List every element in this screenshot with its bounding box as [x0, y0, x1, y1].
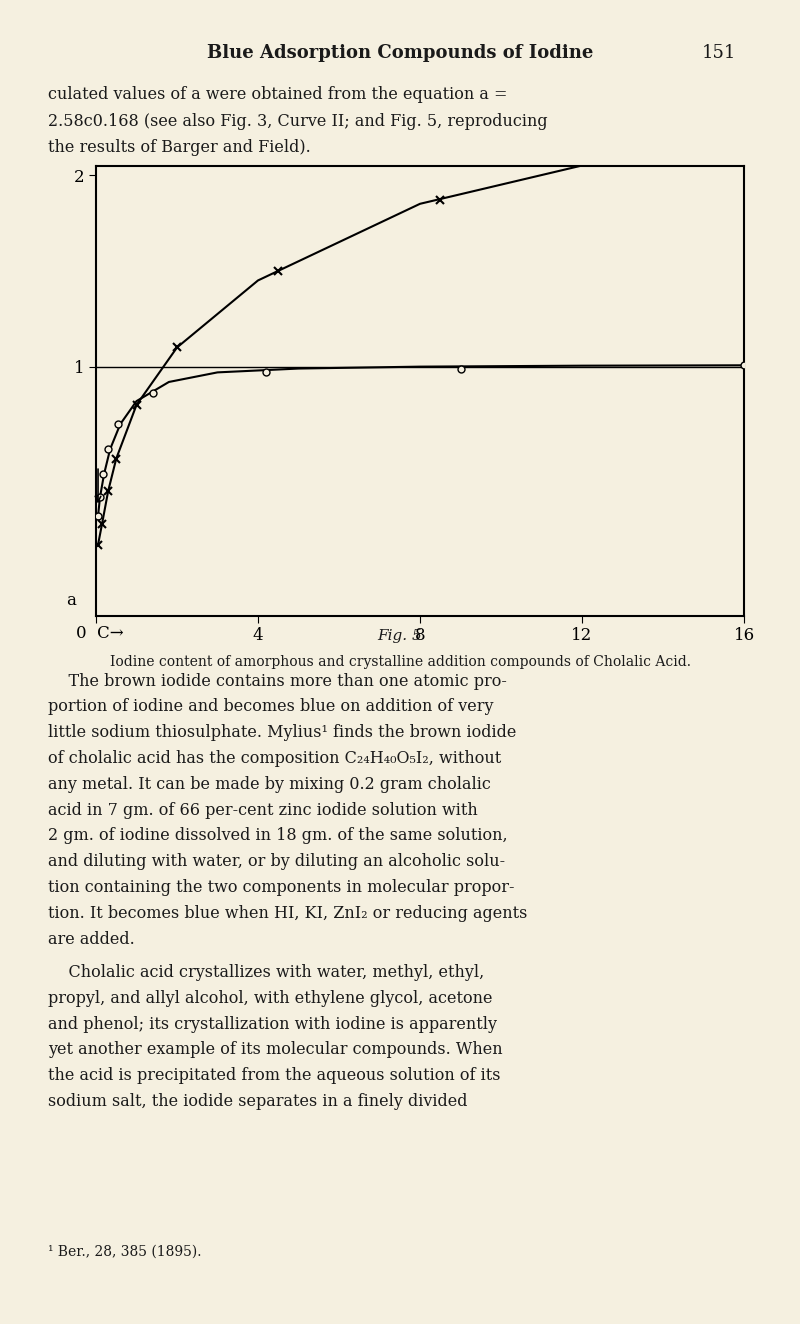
Text: Fig. 5: Fig. 5 — [378, 629, 422, 643]
Text: The brown iodide contains more than one atomic pro-: The brown iodide contains more than one … — [48, 673, 507, 690]
Text: culated values of a were obtained from the equation a =: culated values of a were obtained from t… — [48, 86, 507, 103]
Text: 151: 151 — [702, 44, 736, 62]
Text: any metal. It can be made by mixing 0.2 gram cholalic: any metal. It can be made by mixing 0.2 … — [48, 776, 491, 793]
Text: a: a — [66, 592, 76, 609]
Text: the results of Barger and Field).: the results of Barger and Field). — [48, 139, 310, 156]
Text: 0  C→: 0 C→ — [76, 625, 123, 642]
Text: Blue Adsorption Compounds of Iodine: Blue Adsorption Compounds of Iodine — [207, 44, 593, 62]
Text: Cholalic acid crystallizes with water, methyl, ethyl,: Cholalic acid crystallizes with water, m… — [48, 964, 484, 981]
Text: portion of iodine and becomes blue on addition of very: portion of iodine and becomes blue on ad… — [48, 699, 494, 715]
Text: are added.: are added. — [48, 931, 134, 948]
Text: the acid is precipitated from the aqueous solution of its: the acid is precipitated from the aqueou… — [48, 1067, 501, 1084]
Text: yet another example of its molecular compounds. When: yet another example of its molecular com… — [48, 1041, 502, 1058]
Text: little sodium thiosulphate. Mylius¹ finds the brown iodide: little sodium thiosulphate. Mylius¹ find… — [48, 724, 516, 741]
Text: tion containing the two components in molecular propor-: tion containing the two components in mo… — [48, 879, 514, 896]
Text: and diluting with water, or by diluting an alcoholic solu-: and diluting with water, or by diluting … — [48, 854, 505, 870]
Text: sodium salt, the iodide separates in a finely divided: sodium salt, the iodide separates in a f… — [48, 1094, 467, 1110]
Text: 2.58c0.168 (see also Fig. 3, Curve II; and Fig. 5, reproducing: 2.58c0.168 (see also Fig. 3, Curve II; a… — [48, 113, 548, 130]
Text: propyl, and allyl alcohol, with ethylene glycol, acetone: propyl, and allyl alcohol, with ethylene… — [48, 990, 493, 1006]
Text: 2 gm. of iodine dissolved in 18 gm. of the same solution,: 2 gm. of iodine dissolved in 18 gm. of t… — [48, 828, 508, 845]
Text: ¹ Ber., 28, 385 (1895).: ¹ Ber., 28, 385 (1895). — [48, 1245, 202, 1259]
Text: acid in 7 gm. of 66 per-cent zinc iodide solution with: acid in 7 gm. of 66 per-cent zinc iodide… — [48, 802, 478, 818]
Text: and phenol; its crystallization with iodine is apparently: and phenol; its crystallization with iod… — [48, 1016, 497, 1033]
Text: tion. It becomes blue when HI, KI, ZnI₂ or reducing agents: tion. It becomes blue when HI, KI, ZnI₂ … — [48, 906, 527, 922]
Text: of cholalic acid has the composition C₂₄H₄₀O₅I₂, without: of cholalic acid has the composition C₂₄… — [48, 749, 502, 767]
Text: Iodine content of amorphous and crystalline addition compounds of Cholalic Acid.: Iodine content of amorphous and crystall… — [110, 655, 690, 670]
